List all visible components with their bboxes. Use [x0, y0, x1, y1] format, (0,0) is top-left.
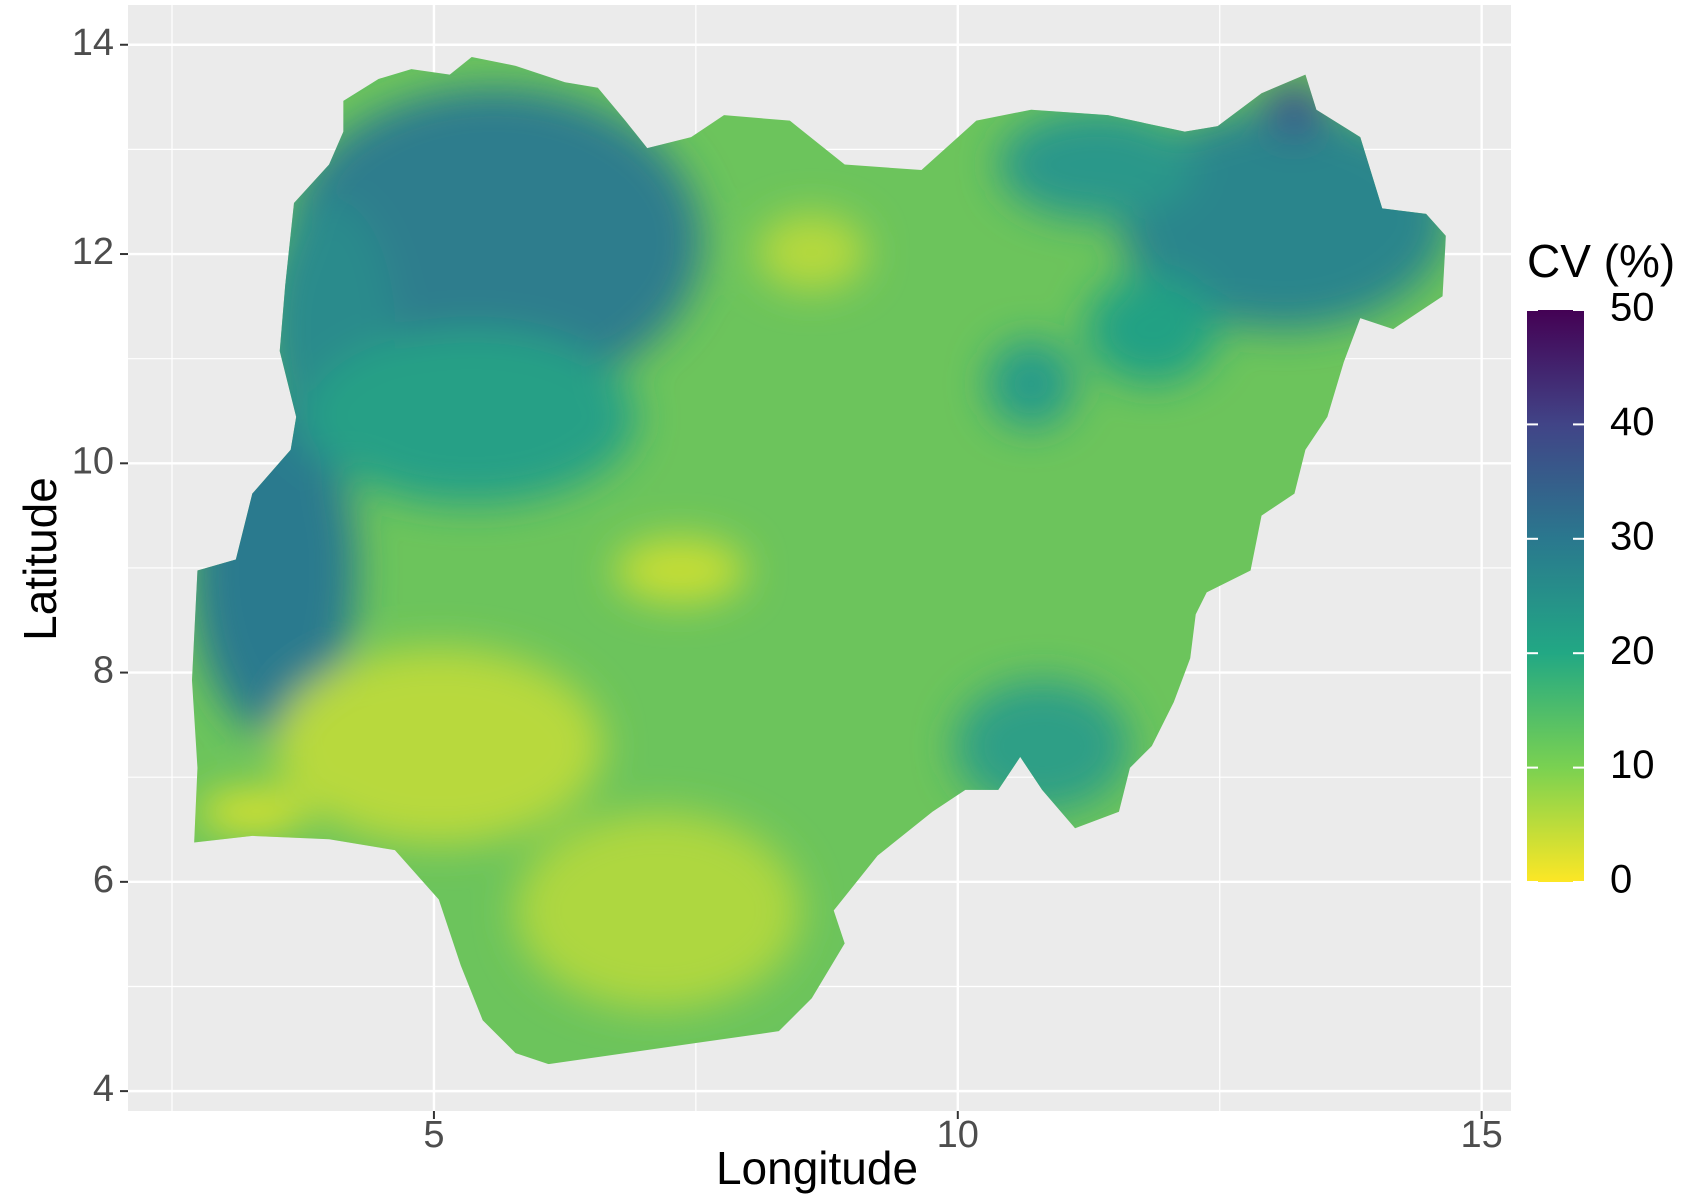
region	[515, 811, 801, 1010]
region	[274, 647, 604, 845]
x-tick-label: 5	[423, 1114, 444, 1156]
region	[197, 789, 308, 834]
y-tick-label: 4	[93, 1068, 114, 1110]
region	[998, 109, 1196, 220]
region	[987, 340, 1076, 428]
region	[1261, 82, 1328, 138]
x-axis-title: Longitude	[716, 1142, 918, 1194]
y-tick-label: 12	[72, 231, 114, 273]
legend-tick-label: 40	[1610, 400, 1655, 444]
region	[1118, 109, 1446, 330]
legend-tick-label: 30	[1610, 514, 1655, 558]
x-tick-label: 10	[937, 1114, 979, 1156]
y-tick-label: 14	[72, 22, 114, 64]
y-tick-label: 8	[93, 650, 114, 692]
region	[307, 329, 637, 505]
legend-title: CV (%)	[1527, 235, 1675, 287]
region	[1086, 274, 1218, 384]
region	[954, 680, 1130, 812]
legend-tick-label: 10	[1610, 743, 1655, 787]
legend-tick-label: 0	[1610, 858, 1632, 902]
x-tick-label: 15	[1461, 1114, 1503, 1156]
region	[614, 537, 746, 604]
legend-tick-label: 50	[1610, 286, 1655, 330]
region	[756, 213, 867, 291]
y-axis-title: Latitude	[14, 477, 66, 641]
y-tick-label: 10	[72, 440, 114, 482]
colorbar	[1527, 310, 1584, 882]
regions	[191, 82, 1446, 1010]
y-tick-label: 6	[93, 859, 114, 901]
legend-tick-label: 20	[1610, 629, 1655, 673]
